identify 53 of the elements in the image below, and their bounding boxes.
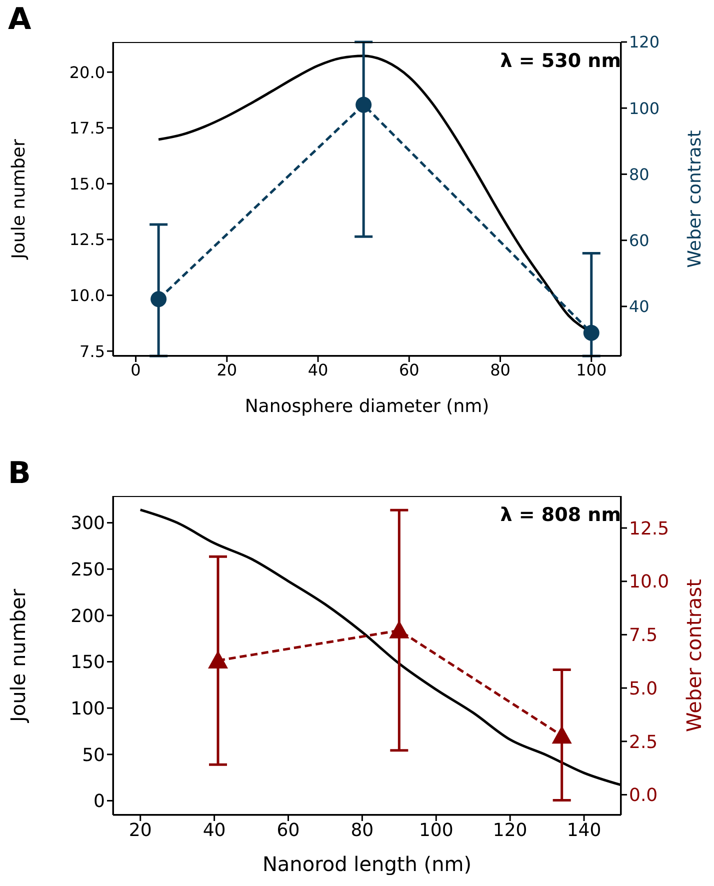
y2-tick-label: 80 — [629, 164, 650, 184]
annotation: λ = 808 nm — [500, 504, 621, 526]
x-tick-label: 20 — [128, 820, 152, 841]
x-tick-label: 60 — [398, 360, 420, 380]
x-tick-label: 40 — [308, 360, 328, 380]
chart-title: B — [8, 456, 31, 491]
x-tick-label: 80 — [490, 360, 510, 380]
y2-tick-label: 2.5 — [629, 732, 658, 753]
y-tick-label: 15.0 — [69, 174, 105, 194]
y2-tick-label: 100 — [629, 98, 660, 118]
x-tick-label: 140 — [566, 820, 602, 841]
x-tick-label: 100 — [576, 360, 607, 380]
y2-axis-title: Weber contrast — [684, 130, 706, 268]
y-tick-label: 150 — [70, 652, 105, 674]
x-tick-label: 60 — [276, 820, 300, 841]
y-tick-label: 17.5 — [69, 118, 105, 138]
y2-axis-title: Weber contrast — [682, 578, 706, 732]
point — [583, 324, 600, 341]
y-tick-label: 12.5 — [69, 230, 105, 250]
x-tick-label: 100 — [418, 820, 454, 841]
x-tick-label: 0 — [130, 360, 141, 380]
y-tick-label: 10.0 — [69, 286, 105, 305]
y-axis-title: Joule number — [8, 138, 30, 260]
point — [150, 291, 167, 308]
point — [356, 96, 372, 113]
y-tick-label: 100 — [70, 698, 105, 720]
x-tick-label: 40 — [202, 820, 226, 841]
x-axis-title: Nanosphere diameter (nm) — [244, 396, 490, 417]
y-tick-label: 200 — [70, 606, 105, 627]
x-tick-label: 80 — [350, 820, 374, 841]
y2-tick-label: 7.5 — [629, 625, 658, 646]
y2-tick-label: 40 — [629, 297, 650, 316]
chart-title: A — [8, 2, 32, 37]
y2-tick-label: 60 — [629, 230, 650, 250]
y2-tick-label: 5.0 — [629, 678, 658, 700]
y2-tick-label: 0.0 — [629, 785, 658, 806]
y2-tick-label: 10.0 — [629, 572, 670, 593]
point — [208, 650, 228, 669]
point — [552, 726, 572, 744]
y-tick-label: 50 — [82, 744, 105, 766]
y2-tick-label: 12.5 — [629, 518, 670, 540]
y-tick-label: 20.0 — [69, 62, 105, 82]
y-tick-label: 300 — [70, 513, 105, 534]
y-tick-label: 7.5 — [80, 342, 105, 361]
y-tick-label: 250 — [70, 559, 105, 580]
y-tick-label: 0 — [94, 791, 105, 812]
x-axis-title: Nanorod length (nm) — [262, 852, 472, 876]
x-tick-label: 120 — [492, 820, 528, 841]
x-tick-label: 20 — [216, 360, 238, 380]
point — [389, 620, 410, 638]
annotation: λ = 530 nm — [500, 50, 621, 72]
y-axis-title: Joule number — [6, 588, 30, 724]
y2-tick-label: 120 — [629, 32, 660, 52]
